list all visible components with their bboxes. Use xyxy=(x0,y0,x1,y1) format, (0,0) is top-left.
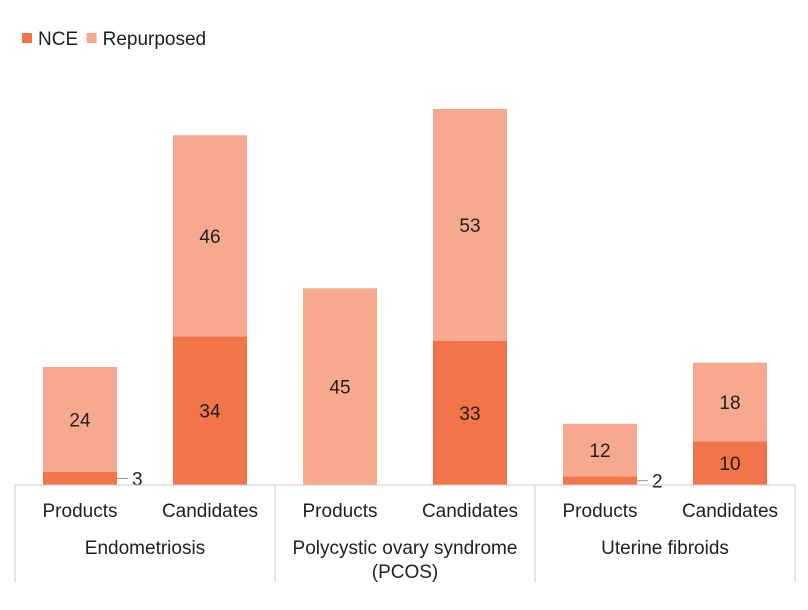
data-label-nce-1: 34 xyxy=(199,402,221,423)
data-label-repurposed-2: 45 xyxy=(329,378,350,399)
bars: 3 24 34 46 45 33 53 2 12 10 18 xyxy=(43,109,767,493)
legend-swatch-repurposed xyxy=(86,33,97,43)
group-label-0-line-0: Endometriosis xyxy=(85,538,205,559)
data-label-repurposed-1: 46 xyxy=(199,227,220,248)
bar-repurposed-1 xyxy=(173,135,247,337)
tick-label-4: Products xyxy=(563,501,638,522)
data-label-repurposed-0: 24 xyxy=(69,410,91,431)
data-label-nce-0: 3 xyxy=(132,469,143,490)
bar-nce-0 xyxy=(43,471,117,485)
legend-swatch-nce xyxy=(22,33,32,43)
tick-label-0: Products xyxy=(43,501,118,522)
tick-label-3: Candidates xyxy=(422,501,518,522)
legend-label-repurposed: Repurposed xyxy=(103,29,207,50)
bar-repurposed-3 xyxy=(433,109,507,341)
group-label-1-line-0: Polycystic ovary syndrome xyxy=(293,538,518,559)
legend: NCE Repurposed xyxy=(22,29,206,50)
tick-label-2: Products xyxy=(303,501,378,522)
group-label-2-line-0: Uterine fibroids xyxy=(601,538,729,559)
bar-nce-4 xyxy=(563,476,637,485)
group-label-1-line-1: (PCOS) xyxy=(372,562,439,583)
bar-repurposed-2 xyxy=(303,288,377,485)
data-label-repurposed-4: 12 xyxy=(589,441,610,462)
data-label-nce-4: 2 xyxy=(652,472,663,493)
bar-nce-1 xyxy=(173,336,247,485)
category-axis: Products Candidates Products Candidates Prod… xyxy=(14,484,796,583)
data-label-nce-5: 10 xyxy=(719,454,740,475)
bar-nce-5 xyxy=(693,441,767,485)
tick-label-1: Candidates xyxy=(162,501,258,522)
data-label-repurposed-3: 53 xyxy=(459,216,480,237)
bar-nce-3 xyxy=(433,340,507,485)
bar-repurposed-5 xyxy=(693,362,767,442)
data-label-nce-3: 33 xyxy=(459,404,480,425)
data-label-repurposed-5: 18 xyxy=(719,393,740,414)
bar-repurposed-0 xyxy=(43,366,117,472)
tick-label-5: Candidates xyxy=(682,501,778,522)
legend-label-nce: NCE xyxy=(38,29,78,50)
bar-repurposed-4 xyxy=(563,423,637,477)
